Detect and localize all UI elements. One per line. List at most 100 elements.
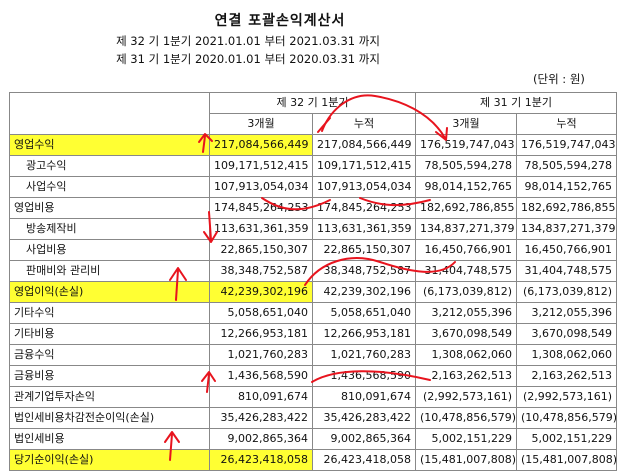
cell-prior-3month: 16,450,766,901 (415, 239, 517, 261)
cell-current-cumulative: 810,091,674 (312, 386, 416, 408)
cell-current-3month: 174,845,264,253 (209, 197, 313, 219)
cell-prior-cumulative: 31,404,748,575 (516, 260, 617, 282)
table-row: 법인세비용차감전순이익(손실) 35,426,283,422 35,426,28… (9, 407, 617, 429)
cell-current-cumulative: 113,631,361,359 (312, 218, 416, 240)
header-current-cumulative: 누적 (312, 113, 416, 135)
table-row: 영업수익 217,084,566,449 217,084,566,449 176… (9, 134, 617, 156)
table-row: 판매비와 관리비 38,348,752,587 38,348,752,587 3… (9, 260, 617, 282)
cell-current-3month: 217,084,566,449 (209, 134, 313, 156)
table-row: 영업비용 174,845,264,253 174,845,264,253 182… (9, 197, 617, 219)
cell-prior-3month: 3,212,055,396 (415, 302, 517, 324)
row-label: 영업비용 (9, 197, 210, 219)
table-row: 광고수익 109,171,512,415 109,171,512,415 78,… (9, 155, 617, 177)
table-row: 사업수익 107,913,054,034 107,913,054,034 98,… (9, 176, 617, 198)
cell-prior-cumulative: 16,450,766,901 (516, 239, 617, 261)
cell-prior-cumulative: (6,173,039,812) (516, 281, 617, 303)
cell-current-cumulative: 35,426,283,422 (312, 407, 416, 429)
table-row: 방송제작비 113,631,361,359 113,631,361,359 13… (9, 218, 617, 240)
cell-prior-cumulative: 98,014,152,765 (516, 176, 617, 198)
cell-current-cumulative: 9,002,865,364 (312, 428, 416, 450)
cell-current-cumulative: 174,845,264,253 (312, 197, 416, 219)
cell-current-cumulative: 217,084,566,449 (312, 134, 416, 156)
header-current-3month: 3개월 (209, 113, 313, 135)
unit-label: (단위 : 원) (533, 72, 585, 86)
table-row: 관계기업투자손익 810,091,674 810,091,674 (2,992,… (9, 386, 617, 408)
header-current-period: 제 32 기 1분기 (209, 92, 416, 114)
cell-current-cumulative: 42,239,302,196 (312, 281, 416, 303)
cell-current-3month: 9,002,865,364 (209, 428, 313, 450)
cell-prior-3month: (6,173,039,812) (415, 281, 517, 303)
cell-current-cumulative: 38,348,752,587 (312, 260, 416, 282)
row-label: 사업수익 (9, 176, 210, 198)
header-row-periods: 제 32 기 1분기 제 31 기 1분기 (9, 92, 617, 135)
header-prior-period: 제 31 기 1분기 (415, 92, 617, 114)
cell-prior-3month: 1,308,062,060 (415, 344, 517, 366)
cell-current-3month: 1,436,568,590 (209, 365, 313, 387)
row-label: 기타비용 (9, 323, 210, 345)
period-prior: 제 31 기 1분기 2020.01.01 부터 2020.03.31 까지 (116, 52, 380, 66)
cell-current-3month: 107,913,054,034 (209, 176, 313, 198)
table-row: 기타수익 5,058,651,040 5,058,651,040 3,212,0… (9, 302, 617, 324)
header-prior-cumulative: 누적 (516, 113, 617, 135)
row-label: 판매비와 관리비 (9, 260, 210, 282)
table-row: 법인세비용 9,002,865,364 9,002,865,364 5,002,… (9, 428, 617, 450)
cell-prior-cumulative: 176,519,747,043 (516, 134, 617, 156)
cell-current-3month: 113,631,361,359 (209, 218, 313, 240)
cell-current-3month: 26,423,418,058 (209, 449, 313, 471)
row-label: 관계기업투자손익 (9, 386, 210, 408)
cell-current-cumulative: 5,058,651,040 (312, 302, 416, 324)
cell-current-3month: 12,266,953,181 (209, 323, 313, 345)
row-label: 법인세비용차감전순이익(손실) (9, 407, 210, 429)
table-row: 금융비용 1,436,568,590 1,436,568,590 2,163,2… (9, 365, 617, 387)
cell-prior-3month: 5,002,151,229 (415, 428, 517, 450)
cell-prior-3month: (15,481,007,808) (415, 449, 517, 471)
row-label: 금융수익 (9, 344, 210, 366)
row-label: 영업이익(손실) (9, 281, 210, 303)
cell-prior-cumulative: 3,212,055,396 (516, 302, 617, 324)
cell-prior-3month: 98,014,152,765 (415, 176, 517, 198)
table-row: 기타비용 12,266,953,181 12,266,953,181 3,670… (9, 323, 617, 345)
row-label: 기타수익 (9, 302, 210, 324)
cell-current-cumulative: 1,436,568,590 (312, 365, 416, 387)
cell-prior-cumulative: 134,837,271,379 (516, 218, 617, 240)
cell-prior-3month: (10,478,856,579) (415, 407, 517, 429)
cell-current-3month: 42,239,302,196 (209, 281, 313, 303)
cell-prior-3month: 31,404,748,575 (415, 260, 517, 282)
statement-title: 연결 포괄손익계산서 (214, 13, 346, 29)
cell-current-cumulative: 109,171,512,415 (312, 155, 416, 177)
cell-prior-3month: 134,837,271,379 (415, 218, 517, 240)
cell-prior-3month: 182,692,786,855 (415, 197, 517, 219)
cell-prior-3month: 3,670,098,549 (415, 323, 517, 345)
cell-current-3month: 5,058,651,040 (209, 302, 313, 324)
table-row: 영업이익(손실) 42,239,302,196 42,239,302,196 (… (9, 281, 617, 303)
cell-prior-3month: (2,992,573,161) (415, 386, 517, 408)
cell-current-3month: 38,348,752,587 (209, 260, 313, 282)
table-row: 사업비용 22,865,150,307 22,865,150,307 16,45… (9, 239, 617, 261)
cell-prior-3month: 176,519,747,043 (415, 134, 517, 156)
cell-prior-cumulative: 1,308,062,060 (516, 344, 617, 366)
cell-current-3month: 109,171,512,415 (209, 155, 313, 177)
cell-prior-cumulative: 3,670,098,549 (516, 323, 617, 345)
cell-current-3month: 810,091,674 (209, 386, 313, 408)
row-label: 영업수익 (9, 134, 210, 156)
cell-prior-cumulative: 5,002,151,229 (516, 428, 617, 450)
cell-prior-cumulative: 2,163,262,513 (516, 365, 617, 387)
cell-current-cumulative: 26,423,418,058 (312, 449, 416, 471)
header-prior-3month: 3개월 (415, 113, 517, 135)
cell-prior-3month: 78,505,594,278 (415, 155, 517, 177)
cell-prior-cumulative: 182,692,786,855 (516, 197, 617, 219)
row-label: 당기순이익(손실) (9, 449, 210, 471)
cell-current-3month: 1,021,760,283 (209, 344, 313, 366)
row-label: 방송제작비 (9, 218, 210, 240)
cell-prior-cumulative: (10,478,856,579) (516, 407, 617, 429)
table-row: 당기순이익(손실) 26,423,418,058 26,423,418,058 … (9, 449, 617, 471)
period-current: 제 32 기 1분기 2021.01.01 부터 2021.03.31 까지 (116, 34, 380, 48)
cell-current-3month: 22,865,150,307 (209, 239, 313, 261)
cell-prior-cumulative: (2,992,573,161) (516, 386, 617, 408)
cell-current-cumulative: 12,266,953,181 (312, 323, 416, 345)
header-blank (9, 92, 210, 135)
row-label: 법인세비용 (9, 428, 210, 450)
cell-current-cumulative: 1,021,760,283 (312, 344, 416, 366)
cell-current-cumulative: 107,913,054,034 (312, 176, 416, 198)
table-row: 금융수익 1,021,760,283 1,021,760,283 1,308,0… (9, 344, 617, 366)
